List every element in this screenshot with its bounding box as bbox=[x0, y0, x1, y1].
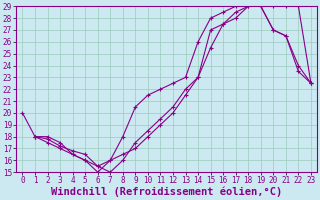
X-axis label: Windchill (Refroidissement éolien,°C): Windchill (Refroidissement éolien,°C) bbox=[51, 187, 282, 197]
